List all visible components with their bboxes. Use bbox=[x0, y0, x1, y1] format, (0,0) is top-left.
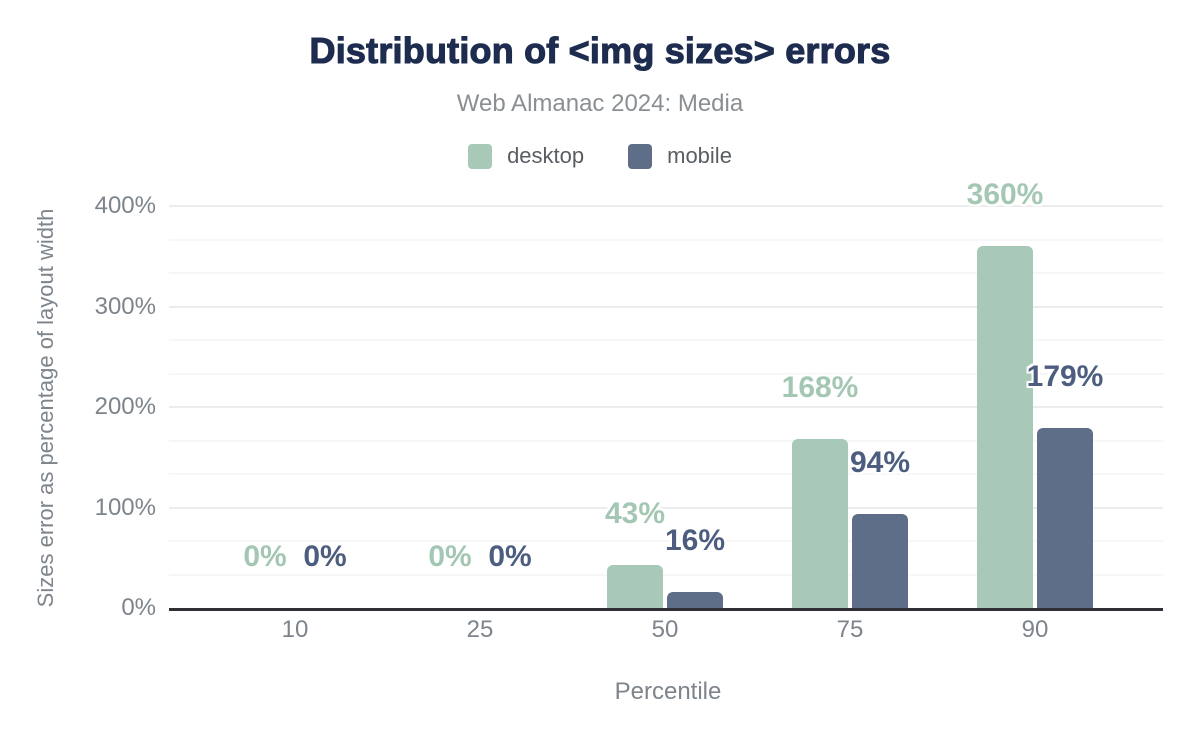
minor-gridline bbox=[169, 473, 1163, 475]
legend-item-mobile[interactable]: mobile bbox=[628, 143, 732, 169]
y-tick-label: 300% bbox=[94, 292, 156, 320]
bar-label-mobile-p90: 179% bbox=[1026, 360, 1104, 393]
bar-label-desktop-p90: 360% bbox=[966, 178, 1044, 211]
y-tick-label: 100% bbox=[94, 493, 156, 521]
x-axis-line bbox=[169, 608, 1163, 611]
bar-mobile-p50[interactable] bbox=[667, 592, 723, 608]
y-tick-label: 200% bbox=[94, 393, 156, 420]
desktop-swatch-icon bbox=[468, 143, 493, 169]
x-tick-label: 90 bbox=[1021, 616, 1049, 643]
mobile-swatch-icon bbox=[628, 143, 653, 169]
minor-gridline bbox=[169, 439, 1163, 442]
bar-label-desktop-p10: 0% bbox=[243, 540, 287, 573]
minor-gridline bbox=[169, 573, 1163, 576]
x-tick-label: 75 bbox=[836, 616, 864, 643]
bar-label-mobile-p10: 0% bbox=[303, 540, 347, 573]
x-tick-label: 25 bbox=[466, 616, 494, 643]
x-axis-title: Percentile bbox=[614, 678, 722, 705]
bar-label-mobile-p25: 0% bbox=[488, 540, 532, 573]
minor-gridline bbox=[169, 540, 1163, 542]
y-tick-label: 0% bbox=[121, 594, 156, 621]
legend: desktop mobile bbox=[0, 142, 1200, 170]
y-tick-label: 400% bbox=[94, 192, 156, 219]
minor-gridline bbox=[169, 372, 1163, 375]
x-tick-label: 50 bbox=[651, 616, 679, 643]
legend-item-desktop[interactable]: desktop bbox=[468, 143, 584, 169]
chart-subtitle: Web Almanac 2024: Media bbox=[456, 90, 744, 117]
minor-gridline bbox=[169, 272, 1163, 274]
bar-label-mobile-p50: 16% bbox=[664, 524, 726, 557]
chart-title: Distribution of <img sizes> errors bbox=[309, 29, 891, 71]
x-tick-label: 10 bbox=[281, 616, 309, 643]
bar-desktop-p90[interactable] bbox=[977, 246, 1033, 608]
bar-desktop-p50[interactable] bbox=[607, 565, 663, 608]
major-gridline bbox=[169, 305, 1163, 308]
legend-label-mobile: mobile bbox=[667, 143, 732, 168]
major-gridline bbox=[169, 406, 1163, 408]
major-gridline bbox=[169, 506, 1163, 509]
minor-gridline bbox=[169, 238, 1163, 241]
bar-label-mobile-p75: 94% bbox=[849, 446, 911, 479]
bar-label-desktop-p75: 168% bbox=[781, 371, 859, 404]
bar-mobile-p90[interactable] bbox=[1037, 428, 1093, 608]
bar-label-desktop-p25: 0% bbox=[428, 540, 472, 573]
bar-label-desktop-p50: 43% bbox=[604, 497, 666, 530]
bar-mobile-p75[interactable] bbox=[852, 514, 908, 608]
minor-gridline bbox=[169, 339, 1163, 341]
legend-label-desktop: desktop bbox=[507, 143, 585, 168]
major-gridline bbox=[169, 205, 1163, 207]
bar-desktop-p75[interactable] bbox=[792, 439, 848, 608]
